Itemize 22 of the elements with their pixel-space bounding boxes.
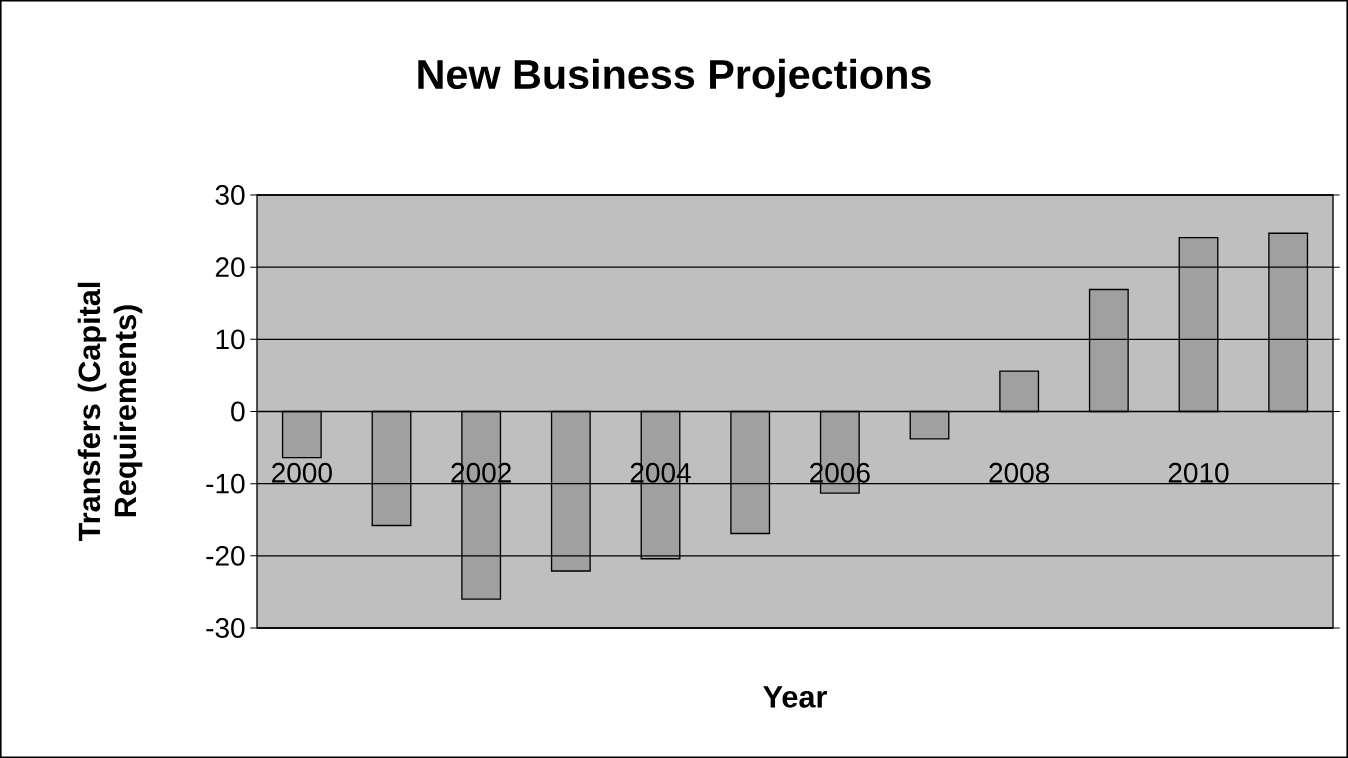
x-tick-label: 2000 [272, 462, 332, 483]
y-tick-label: 30 [215, 185, 245, 205]
y-tick-label: -20 [206, 545, 245, 566]
y-tick-label: -30 [206, 618, 245, 638]
bar [1268, 232, 1309, 413]
bar [730, 410, 771, 535]
x-axis-title: Year [763, 686, 827, 708]
y-tick-label: 10 [216, 329, 245, 350]
bar [281, 410, 322, 459]
chart-title: New Business Projections [418, 58, 931, 98]
bar [1178, 236, 1219, 413]
bar [371, 410, 412, 527]
y-tick-label: -10 [206, 473, 245, 494]
bar [1088, 288, 1129, 413]
x-tick-label: 2008 [989, 462, 1050, 483]
y-tick-label: 20 [215, 257, 245, 278]
bar [999, 370, 1040, 413]
bar [909, 410, 950, 440]
y-tick-label: 0 [231, 401, 245, 422]
bar [550, 410, 591, 572]
x-tick-label: 2010 [1168, 462, 1229, 483]
y-axis-title: Transfers (Capital Requirements) [77, 282, 143, 542]
